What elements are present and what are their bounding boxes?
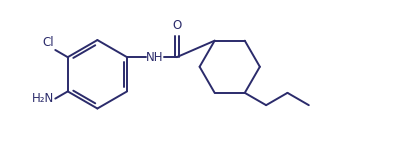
Text: NH: NH	[146, 51, 163, 64]
Text: O: O	[172, 19, 181, 32]
Text: Cl: Cl	[42, 36, 54, 49]
Text: H₂N: H₂N	[32, 92, 54, 105]
